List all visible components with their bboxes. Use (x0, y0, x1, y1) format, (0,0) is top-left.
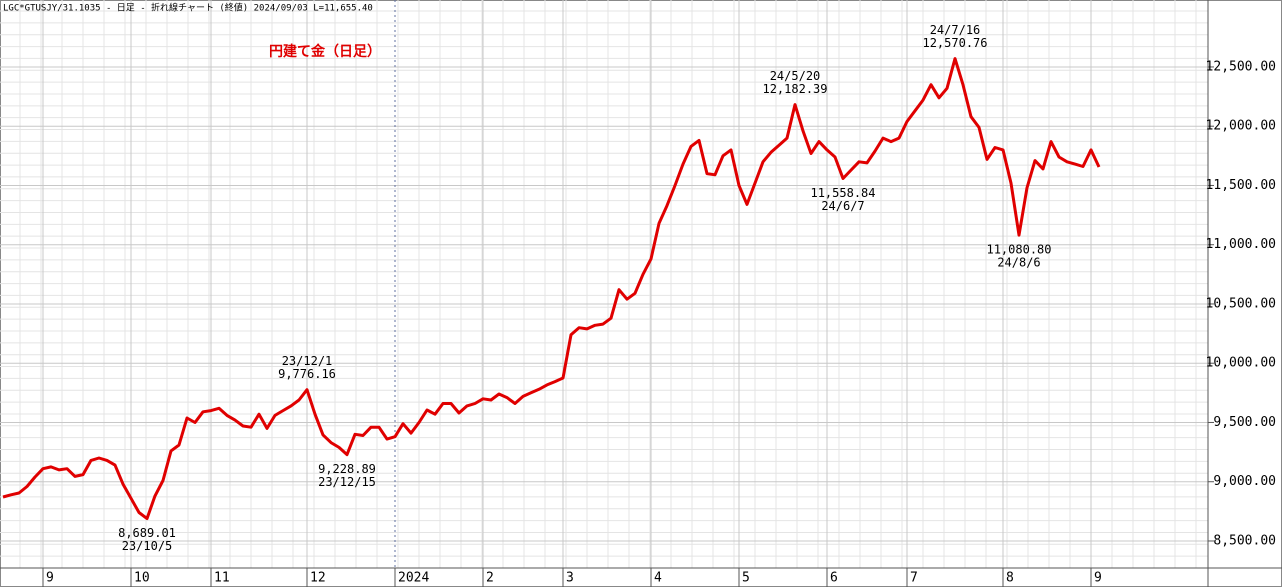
y-tick-label: 12,000.00 (1206, 119, 1276, 134)
y-tick-label: 11,000.00 (1206, 237, 1276, 252)
x-tick-label: 10 (134, 571, 150, 586)
value-label: 8,689.01 (118, 526, 176, 540)
date-label: 24/7/16 (930, 23, 981, 37)
date-label: 23/12/1 (282, 354, 333, 368)
date-label: 24/6/7 (821, 199, 864, 213)
date-label: 24/8/6 (997, 256, 1040, 270)
header: LGC*GTUSJY/31.1035 - 日足 - 折れ線チャート (終値) 2… (3, 2, 373, 14)
x-tick-label: 11 (214, 571, 230, 586)
x-tick-label: 2024 (398, 571, 429, 586)
y-tick-label: 9,000.00 (1213, 474, 1276, 489)
y-tick-label: 12,500.00 (1206, 59, 1276, 74)
x-tick-label: 2 (486, 571, 494, 586)
date-label: 23/12/15 (318, 475, 376, 489)
y-tick-label: 8,500.00 (1213, 533, 1276, 548)
value-label: 12,182.39 (762, 82, 827, 96)
value-label: 11,080.80 (986, 243, 1051, 257)
y-tick-label: 9,500.00 (1213, 415, 1276, 430)
chart-title: 円建て金（日足） (269, 43, 381, 60)
value-label: 12,570.76 (922, 36, 987, 50)
x-tick-label: 6 (830, 571, 838, 586)
y-tick-label: 10,000.00 (1206, 356, 1276, 371)
x-tick-label: 12 (310, 571, 326, 586)
grid (0, 0, 1208, 569)
x-tick-label: 5 (742, 571, 750, 586)
value-label: 11,558.84 (810, 186, 875, 200)
value-label: 9,228.89 (318, 462, 376, 476)
price-line (2, 57, 1101, 521)
y-tick-label: 10,500.00 (1206, 296, 1276, 311)
date-label: 23/10/5 (122, 539, 173, 553)
y-tick-label: 11,500.00 (1206, 178, 1276, 193)
x-tick-label: 9 (46, 571, 54, 586)
date-label: 24/5/20 (770, 69, 821, 83)
value-label: 9,776.16 (278, 367, 336, 381)
x-tick-label: 8 (1006, 571, 1014, 586)
x-tick-label: 9 (1094, 571, 1102, 586)
x-tick-label: 7 (910, 571, 918, 586)
x-tick-label: 4 (654, 571, 662, 586)
x-tick-label: 3 (566, 571, 574, 586)
